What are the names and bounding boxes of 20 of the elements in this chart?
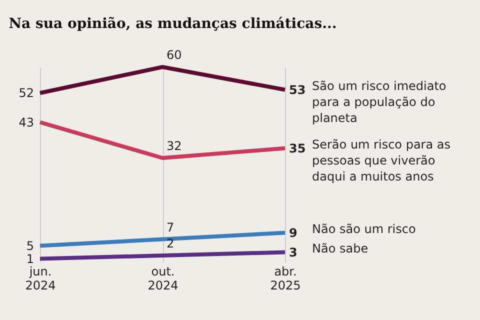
data-label: 43 [18,115,34,130]
data-label: 5 [26,238,34,253]
data-label: 60 [166,48,182,62]
text: Não sabe [312,241,368,256]
text: Não são um risco [312,222,416,236]
x-tick-label: jun. 2024 [25,264,56,292]
text: Serão um risco para as pessoas que viverão daqui a muitos anos [312,137,451,184]
data-label: 9 [289,226,298,240]
x-tick-label: abr. 2025 [270,264,301,292]
data-label: 2 [166,236,174,250]
x-tick-label: out. 2024 [148,264,178,292]
data-label: 53 [289,82,306,97]
data-label: 7 [166,220,174,234]
data-label: 32 [166,139,182,153]
data-label: 35 [289,141,306,156]
text: São um risco imediato para a população do planeta [312,78,446,125]
chart-title: Na sua opinião, as mudanças climáticas... [8,16,337,32]
data-label: 52 [18,86,34,100]
data-label: 3 [289,245,298,260]
data-label: 1 [26,252,34,266]
